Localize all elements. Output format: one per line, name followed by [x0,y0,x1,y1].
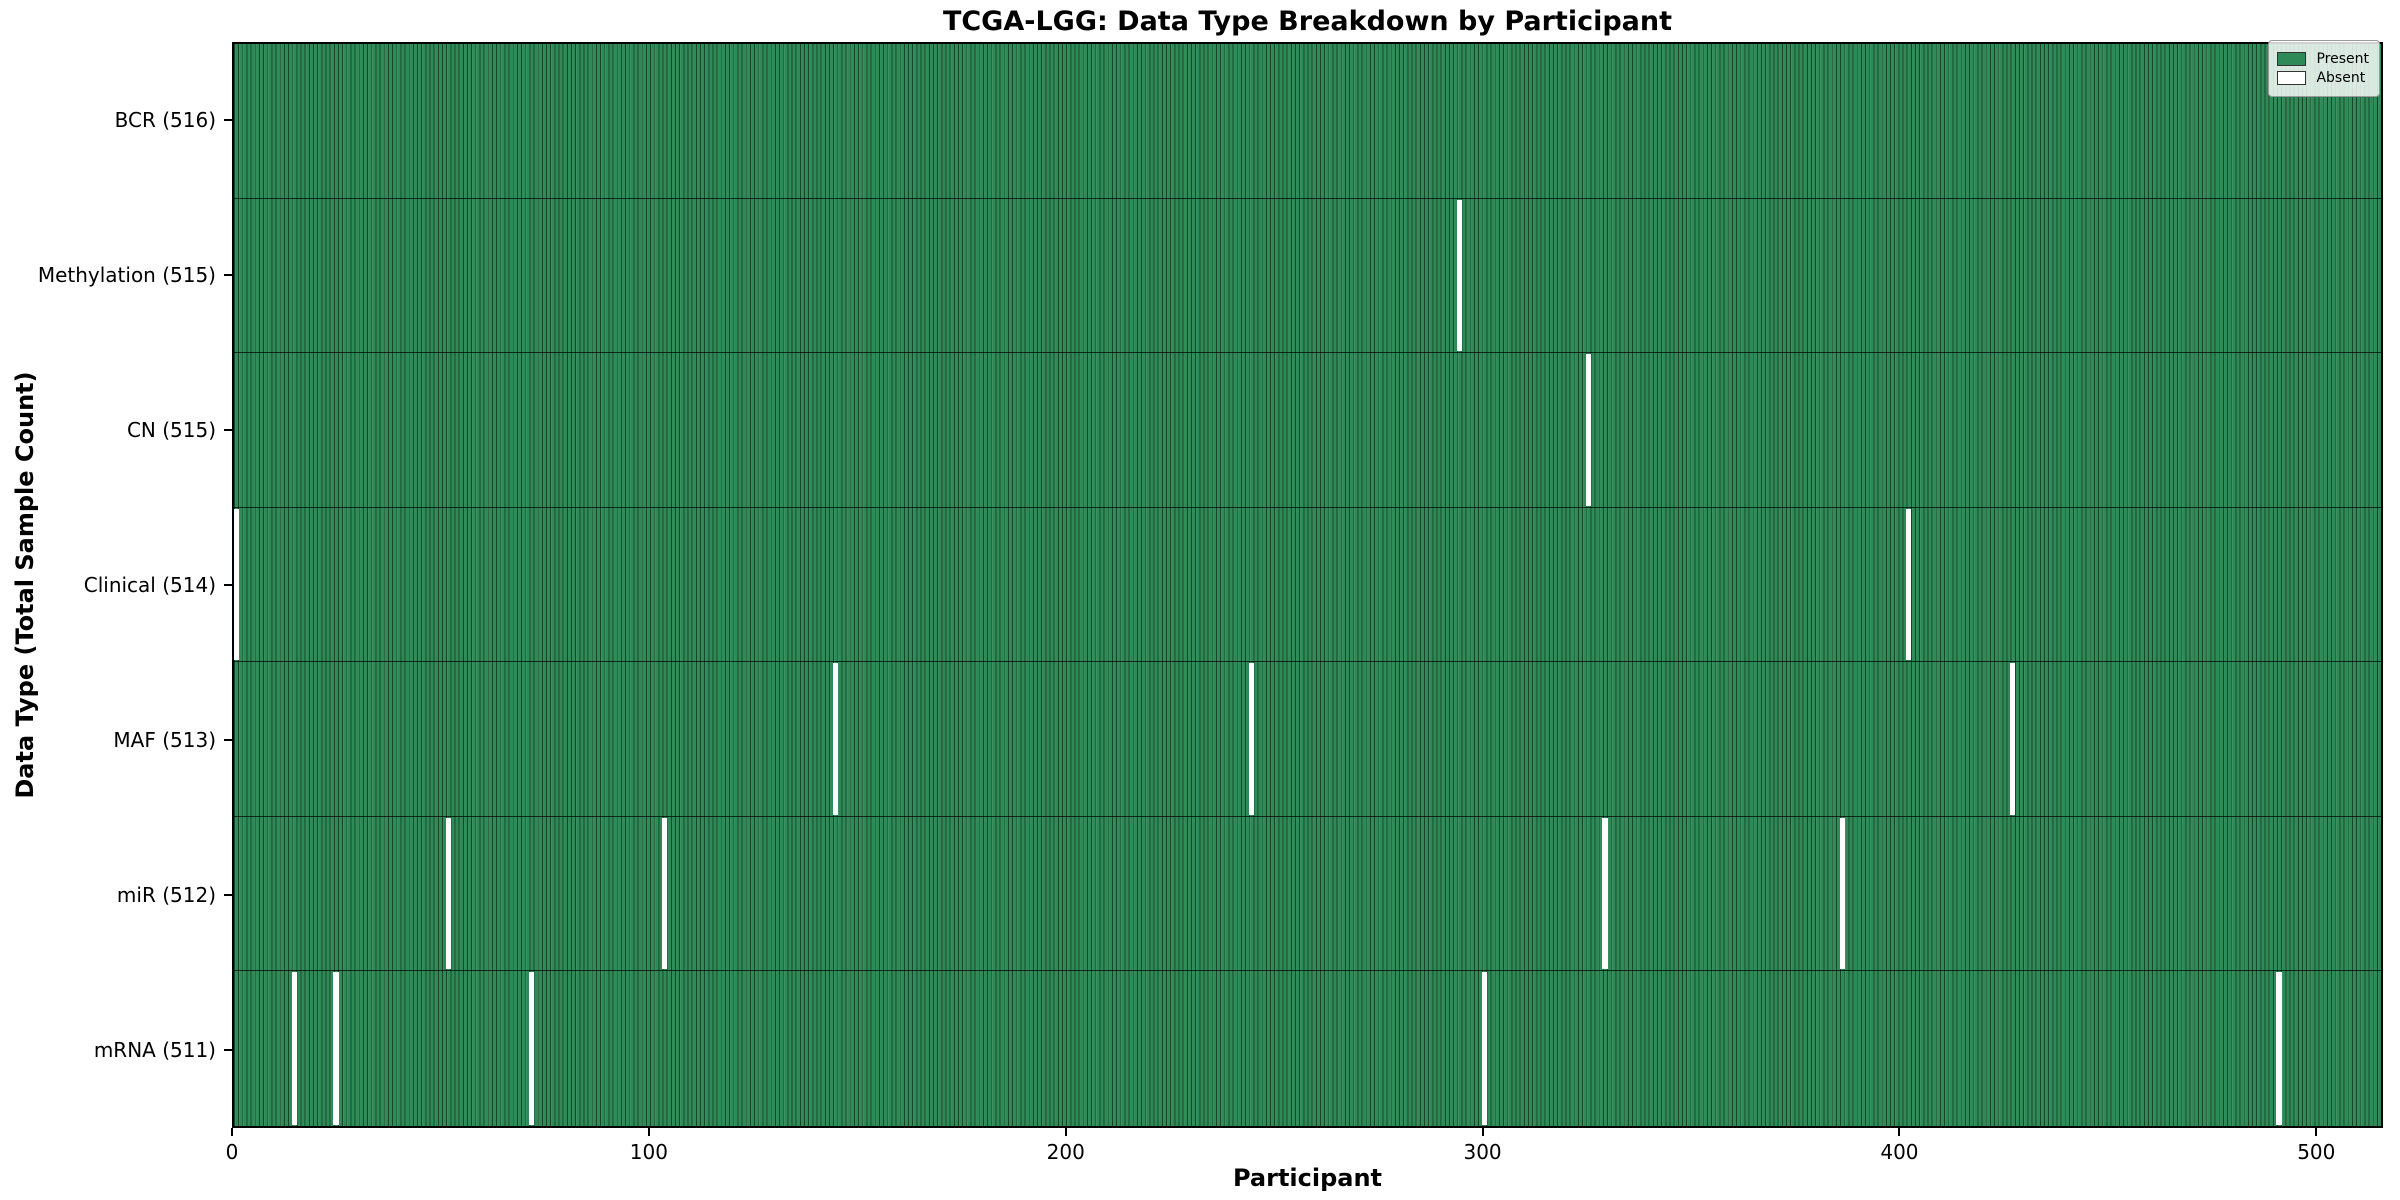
ytick-label: Clinical (514) [83,573,216,597]
xtick-label: 200 [1046,1140,1085,1164]
absent-stripe [1585,354,1591,506]
ytick-mark [224,1049,232,1052]
legend-label: Present [2316,51,2369,67]
legend-swatch-icon [2277,52,2307,66]
ytick-mark [224,584,232,586]
heatmap-row-methylation [234,198,2381,354]
absent-stripe [233,508,239,661]
absent-stripe [1906,508,1912,661]
x-axis: 0 100 200 300 400 500 [226,1128,2383,1188]
absent-stripe [1456,199,1462,352]
legend-entry-present: Present [2277,51,2369,67]
xtick-mark [2315,1128,2318,1136]
heatmap-row-mir [234,816,2381,972]
xtick-mark [647,1128,650,1136]
ytick-label: mRNA (511) [93,1038,216,1063]
ytick-label: MAF (513) [113,728,216,753]
ytick-mark [224,428,232,431]
xtick-mark [1898,1128,1901,1136]
xtick-label: 500 [2297,1140,2336,1164]
xtick-mark [1064,1128,1067,1136]
absent-stripe [2010,663,2016,815]
xtick-label: 400 [1880,1140,1919,1164]
xtick-mark [231,1128,233,1136]
absent-stripe [832,663,838,815]
ytick-label: Methylation (515) [37,262,216,287]
absent-stripe [445,817,451,970]
plot-area [232,42,2383,1128]
chart-title: TCGA-LGG: Data Type Breakdown by Partici… [942,6,1673,37]
x-axis-label: Participant [1232,1164,1383,1192]
xtick-label: 300 [1463,1140,1502,1164]
absent-stripe [1248,663,1254,815]
xtick-mark [1481,1128,1484,1136]
absent-stripe [662,817,668,970]
legend-swatch-icon [2277,71,2307,85]
absent-stripe [1839,817,1845,970]
ytick-label: miR (512) [116,883,216,908]
ytick-label: BCR (516) [114,107,216,132]
absent-stripe [2276,972,2282,1125]
ytick-mark [224,739,232,742]
absent-stripe [528,972,535,1125]
heatmap-row-bcr [234,44,2381,199]
legend-entry-absent: Absent [2277,70,2369,86]
heatmap-row-cn [234,353,2381,508]
legend-label: Absent [2316,70,2366,86]
heatmap-row-clinical [233,507,2381,663]
xtick-label: 0 [225,1140,239,1164]
absent-stripe [1602,817,1608,970]
ytick-mark [224,273,232,276]
ytick-label: CN (515) [126,417,216,442]
heatmap-row-maf [234,662,2381,817]
ytick-mark [224,118,232,121]
absent-stripe [333,972,339,1125]
ytick-mark [224,894,232,897]
legend: Present Absent [2268,40,2380,97]
y-axis: BCR (516) Methylation (515) CN (515) Clinic… [0,42,232,1128]
absent-stripe [1481,972,1487,1125]
xtick-label: 100 [629,1140,668,1164]
absent-stripe [291,972,297,1125]
heatmap-row-mrna [234,971,2381,1126]
